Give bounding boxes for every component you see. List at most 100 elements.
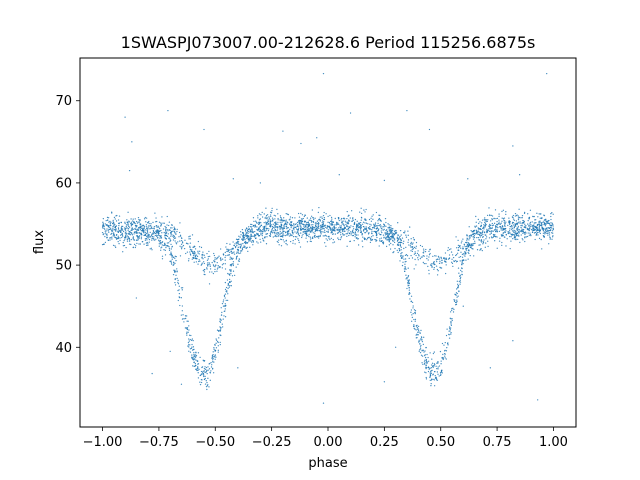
- data-point: [478, 244, 480, 246]
- data-point: [398, 250, 401, 252]
- data-point: [339, 225, 341, 227]
- data-point: [195, 356, 197, 358]
- data-point: [382, 234, 385, 236]
- data-point: [405, 274, 407, 276]
- data-point: [167, 245, 169, 247]
- data-point: [237, 238, 239, 241]
- data-point: [418, 340, 420, 343]
- data-point: [138, 227, 140, 229]
- data-point: [289, 228, 291, 231]
- data-point: [257, 242, 259, 244]
- data-point: [527, 213, 529, 215]
- data-point: [437, 368, 439, 370]
- data-point: [410, 250, 412, 252]
- data-point: [297, 233, 299, 235]
- data-point: [399, 260, 401, 262]
- data-point: [266, 217, 269, 219]
- data-point: [495, 230, 497, 233]
- data-point: [202, 374, 205, 376]
- data-point: [296, 221, 299, 224]
- data-point: [467, 249, 470, 251]
- data-point: [341, 228, 343, 231]
- data-point: [486, 230, 488, 232]
- data-point: [534, 238, 536, 241]
- data-point: [227, 250, 229, 253]
- data-point: [547, 227, 549, 229]
- data-point: [468, 237, 471, 239]
- data-point: [101, 243, 104, 246]
- data-point: [283, 217, 285, 219]
- data-point: [543, 235, 545, 238]
- outlier-point: [203, 128, 205, 131]
- data-point: [106, 237, 108, 239]
- data-point: [427, 356, 429, 359]
- data-point: [539, 220, 541, 222]
- data-point: [148, 220, 150, 223]
- data-point: [505, 230, 507, 232]
- data-point: [362, 221, 365, 223]
- data-point: [192, 346, 195, 348]
- data-point: [352, 217, 354, 219]
- data-point: [237, 246, 239, 248]
- data-point: [436, 371, 439, 373]
- data-point: [240, 243, 242, 245]
- data-point: [224, 305, 227, 307]
- data-point: [126, 240, 129, 242]
- data-point: [308, 233, 310, 235]
- data-point: [404, 230, 406, 232]
- data-point: [199, 383, 202, 386]
- data-point: [451, 262, 454, 265]
- data-point: [533, 227, 535, 230]
- data-point: [538, 231, 540, 234]
- data-point: [228, 286, 230, 288]
- data-point: [323, 218, 325, 221]
- data-point: [104, 223, 106, 225]
- data-point: [526, 235, 529, 238]
- data-point: [192, 246, 194, 248]
- data-point: [543, 214, 546, 217]
- data-point: [298, 216, 301, 218]
- data-point: [211, 356, 213, 359]
- data-point: [356, 236, 358, 239]
- data-point: [498, 240, 501, 242]
- data-point: [211, 361, 214, 363]
- data-point: [181, 310, 183, 312]
- data-point: [295, 232, 298, 234]
- data-point: [309, 228, 311, 230]
- data-point: [387, 235, 390, 237]
- data-point: [178, 285, 180, 287]
- data-point: [232, 248, 234, 250]
- data-point: [552, 232, 554, 234]
- data-point: [194, 254, 196, 257]
- data-point: [536, 223, 539, 226]
- data-point: [215, 342, 217, 344]
- data-point: [386, 231, 388, 234]
- data-point: [179, 234, 182, 236]
- data-point: [473, 230, 475, 233]
- data-point: [272, 223, 274, 225]
- x-tick-label: 0.00: [314, 435, 343, 450]
- data-point: [552, 213, 554, 215]
- data-point: [530, 225, 532, 227]
- data-point: [419, 258, 422, 260]
- data-point: [114, 218, 116, 220]
- data-point: [233, 253, 236, 255]
- data-point: [233, 251, 235, 253]
- data-point: [175, 274, 177, 276]
- data-point: [388, 240, 390, 242]
- data-point: [393, 238, 396, 240]
- data-point: [269, 234, 272, 236]
- data-point: [334, 227, 336, 230]
- data-point: [241, 248, 244, 251]
- data-point: [277, 241, 279, 244]
- data-point: [195, 261, 198, 263]
- data-point: [127, 211, 129, 213]
- data-point: [226, 248, 228, 250]
- data-point: [433, 365, 435, 367]
- data-point: [459, 275, 461, 277]
- data-point: [536, 228, 539, 230]
- data-point: [296, 236, 298, 238]
- data-point: [357, 229, 360, 232]
- data-point: [385, 233, 387, 235]
